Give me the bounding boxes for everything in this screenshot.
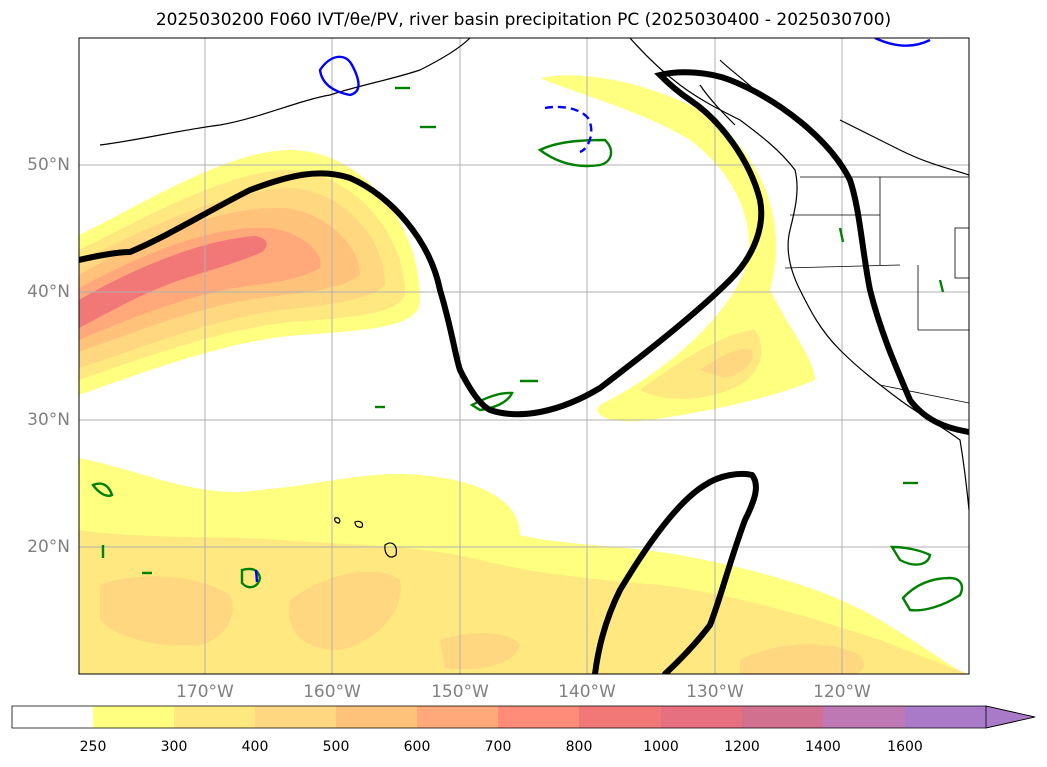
lat-label-50n: 50°N — [27, 155, 70, 175]
colorbar-label-1400: 1400 — [805, 739, 841, 755]
lat-label-30n: 30°N — [27, 410, 70, 430]
colorbar-outline — [11, 705, 1036, 729]
lon-label-170w: 170°W — [176, 682, 234, 702]
colorbar-bin-500 — [336, 706, 417, 728]
ivt-plume-northeast-500 — [700, 348, 753, 378]
ivt-band-south-500-b — [289, 571, 401, 650]
colorbar-label-1600: 1600 — [887, 739, 923, 755]
colorbar-label-700: 700 — [484, 739, 512, 755]
lat-label-40n: 40°N — [27, 282, 70, 302]
colorbar-label-800: 800 — [565, 739, 593, 755]
ivt-band-south-500-d — [740, 644, 865, 674]
colorbar-bin-below-250 — [12, 706, 93, 728]
ivt-plume-northeast-mid — [640, 330, 762, 400]
map-frame — [78, 37, 970, 675]
colorbar-bin-600 — [417, 706, 498, 728]
state-borders — [784, 176, 969, 404]
colorbar-label-1000: 1000 — [643, 739, 679, 755]
colorbar-bin-1600 — [905, 706, 986, 728]
colorbar-bin-300 — [174, 706, 255, 728]
ivt-plume-northwest-700 — [79, 227, 321, 340]
colorbar-bin-1000 — [661, 706, 742, 728]
colorbar-label-250: 250 — [79, 739, 107, 755]
lon-label-130w: 130°W — [686, 682, 744, 702]
colorbar-bin-800 — [579, 706, 661, 728]
colorbar-bin-400 — [255, 706, 336, 728]
pv-contours-blue — [254, 38, 931, 583]
ivt-band-south-500-a — [100, 576, 233, 646]
colorbar-bin-1400 — [823, 706, 905, 728]
lon-label-160w: 160°W — [303, 682, 361, 702]
colorbar-label-600: 600 — [403, 739, 431, 755]
lon-label-150w: 150°W — [431, 682, 489, 702]
colorbar — [11, 705, 1036, 729]
colorbar-label-300: 300 — [160, 739, 188, 755]
colorbar-bin-700 — [498, 706, 579, 728]
lon-label-120w: 120°W — [813, 682, 871, 702]
colorbar-bin-250 — [93, 706, 174, 728]
graticule — [79, 38, 969, 674]
colorbar-label-1200: 1200 — [724, 739, 760, 755]
colorbar-label-500: 500 — [322, 739, 350, 755]
theta-e-contours — [79, 69, 969, 674]
map-title: 2025030200 F060 IVT/θe/PV, river basin p… — [155, 10, 892, 30]
lat-label-20n: 20°N — [27, 537, 70, 557]
lon-label-140w: 140°W — [558, 682, 616, 702]
colorbar-label-400: 400 — [241, 739, 269, 755]
colorbar-bin-1200 — [742, 706, 823, 728]
colorbar-extend-arrow — [985, 705, 1036, 729]
ivt-plume-northwest-core — [79, 236, 267, 328]
